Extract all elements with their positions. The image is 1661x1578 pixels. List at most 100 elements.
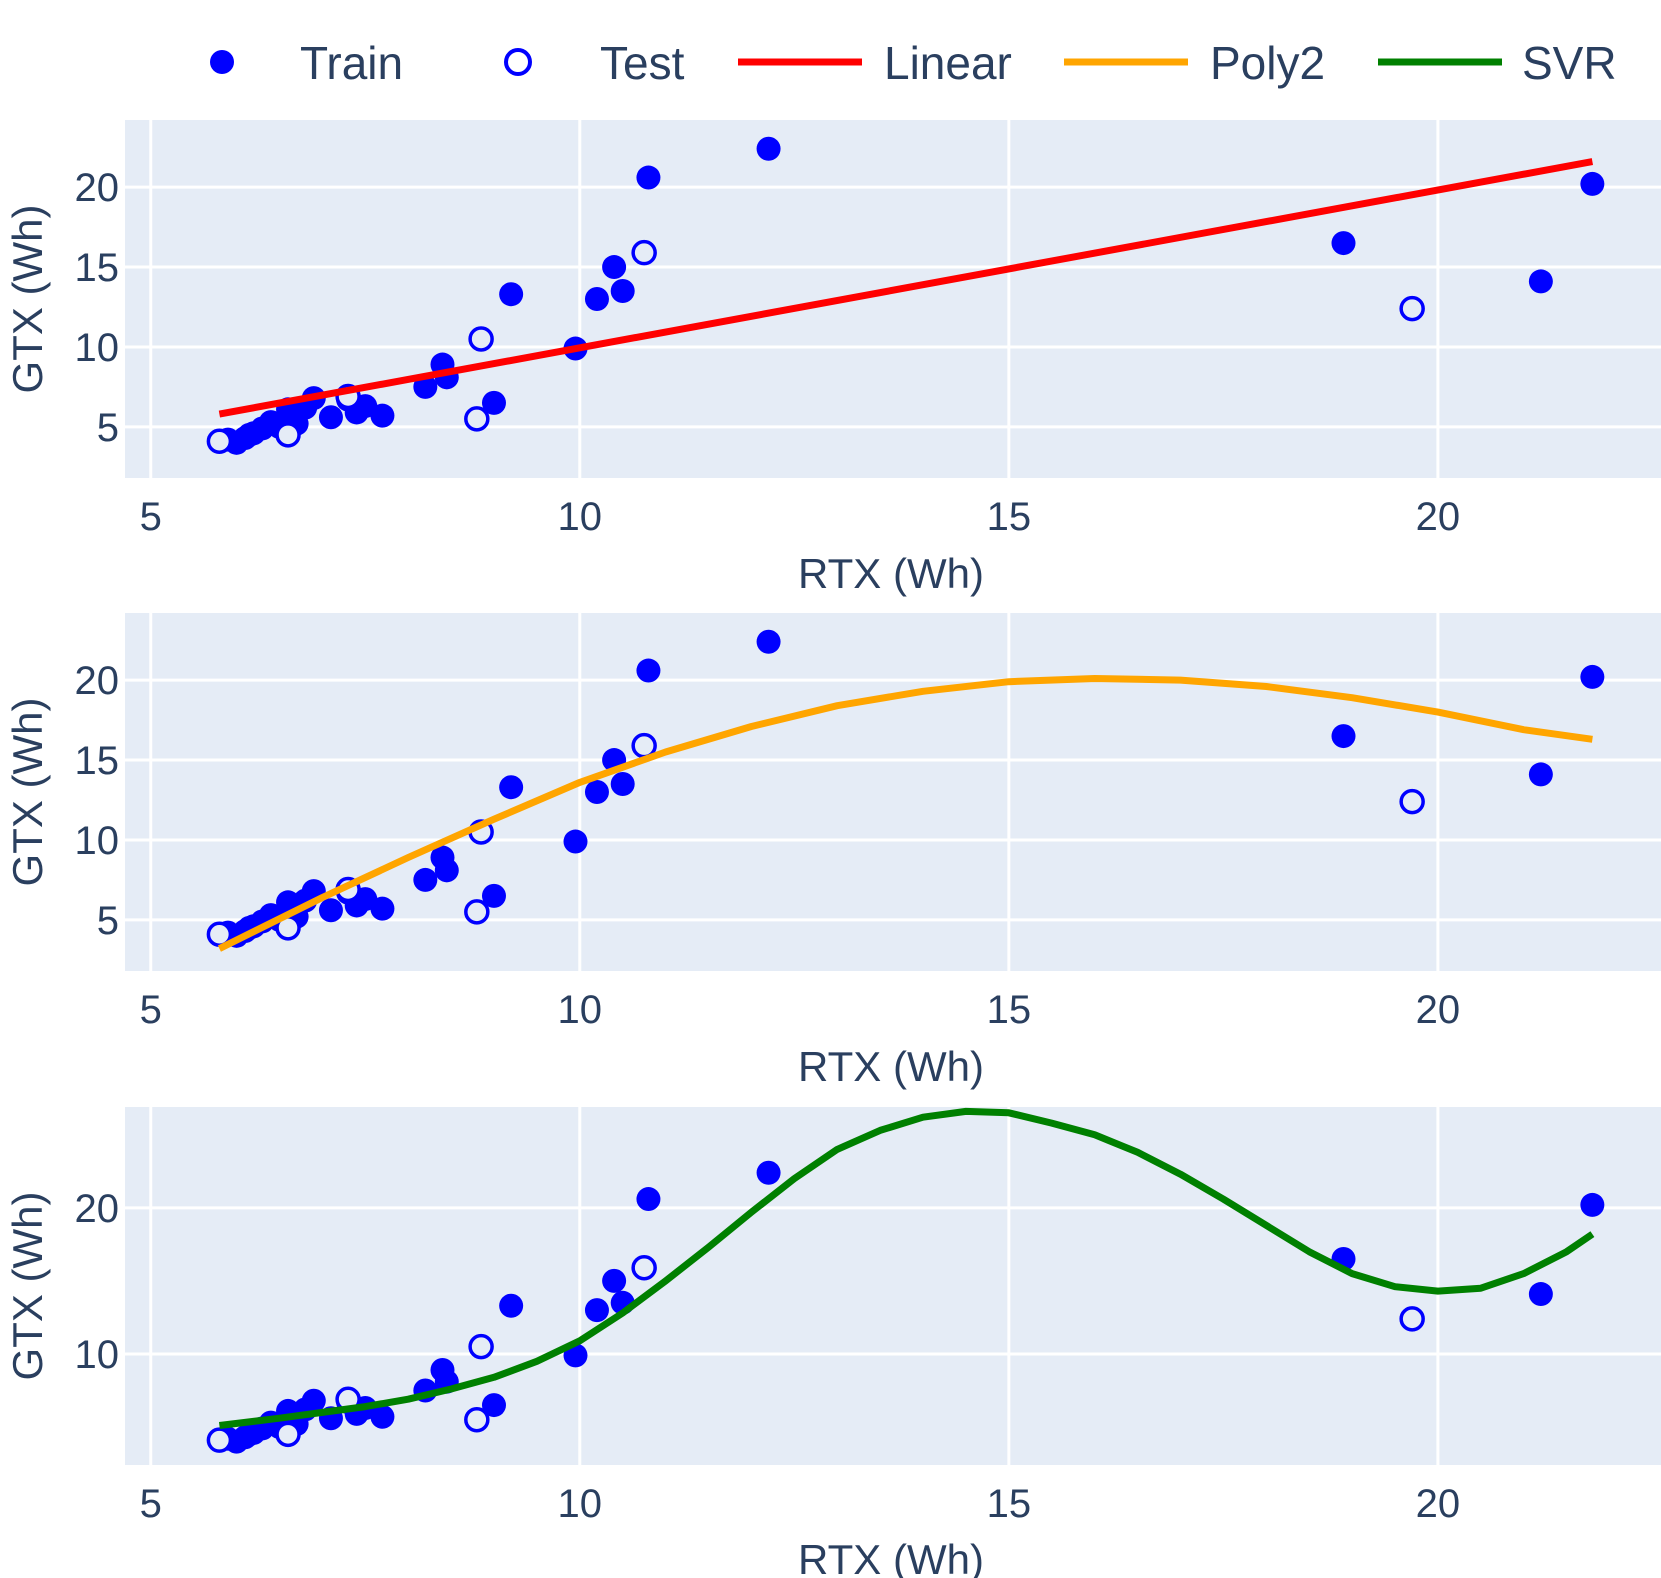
train-point	[1580, 664, 1605, 689]
x-axis-title: RTX (Wh)	[798, 1536, 984, 1578]
train-point	[636, 165, 661, 190]
panel-poly2: 5 10 15 20 5 10 15 20 RTX (Wh) GTX (Wh)	[4, 613, 1661, 1090]
x-tick-label: 10	[558, 988, 603, 1032]
data-layer	[206, 136, 1605, 455]
train-point	[434, 858, 459, 883]
legend-label: Linear	[884, 37, 1012, 89]
y-tick-label: 20	[75, 1187, 120, 1231]
x-tick-label: 20	[1416, 1482, 1461, 1526]
test-point	[464, 1406, 490, 1433]
train-point	[499, 1293, 524, 1318]
test-point	[631, 1254, 657, 1281]
x-axis-title: RTX (Wh)	[798, 1043, 984, 1090]
y-tick-label: 10	[75, 326, 120, 370]
train-point	[370, 1404, 395, 1429]
legend-label: Test	[600, 37, 685, 89]
test-point	[464, 899, 490, 925]
x-tick-label: 10	[558, 495, 603, 539]
test-point	[275, 1421, 301, 1448]
y-tick-label: 20	[75, 166, 120, 210]
legend-label: SVR	[1522, 37, 1617, 89]
x-tick-label: 5	[140, 495, 162, 539]
train-point	[1528, 269, 1553, 294]
legend: Train Test Linear Poly2 SVR	[210, 37, 1617, 89]
x-tick-label: 15	[987, 495, 1032, 539]
test-point	[631, 239, 657, 266]
y-axis-title: GTX (Wh)	[4, 698, 51, 887]
y-tick-label: 15	[75, 739, 120, 783]
y-tick-label: 10	[75, 819, 120, 863]
legend-test-marker	[504, 48, 532, 76]
test-point	[1399, 788, 1425, 815]
legend-train-marker	[210, 50, 234, 74]
test-point	[1399, 1306, 1425, 1332]
train-point	[602, 1268, 627, 1293]
legend-item-train: Train	[210, 37, 403, 89]
y-tick-label: 20	[75, 659, 120, 703]
legend-label: Poly2	[1210, 37, 1325, 89]
train-point	[1331, 724, 1356, 749]
poly2-fit-line	[217, 675, 1593, 952]
test-point	[206, 1427, 233, 1453]
train-point	[610, 772, 635, 797]
y-tick-label: 15	[75, 246, 120, 290]
test-point	[1399, 295, 1425, 322]
train-point	[481, 883, 506, 908]
train-point	[756, 1160, 781, 1185]
x-tick-label: 10	[558, 1482, 603, 1526]
legend-label: Train	[300, 37, 403, 89]
train-point	[756, 136, 781, 161]
train-point	[756, 629, 781, 654]
train-point	[1580, 1192, 1605, 1217]
legend-item-poly2: Poly2	[1064, 37, 1325, 89]
x-tick-label: 20	[1416, 988, 1461, 1032]
panel-svr: 5 10 15 20 10 20 RTX (Wh) GTX (Wh)	[4, 1107, 1661, 1578]
train-point	[1528, 762, 1553, 787]
train-point	[413, 867, 438, 892]
legend-item-svr: SVR	[1378, 37, 1617, 89]
svr-fit-line	[218, 1107, 1595, 1429]
y-axis-title: GTX (Wh)	[4, 205, 51, 394]
train-point	[370, 403, 395, 428]
legend-item-test: Test	[504, 37, 685, 89]
train-point	[584, 287, 609, 311]
y-tick-label: 5	[97, 406, 119, 450]
train-point	[584, 1298, 609, 1323]
legend-item-linear: Linear	[738, 37, 1012, 89]
train-point	[563, 829, 588, 854]
train-point	[499, 282, 524, 307]
y-tick-label: 5	[97, 899, 119, 943]
x-tick-label: 5	[140, 988, 162, 1032]
train-point	[481, 390, 506, 415]
panel-linear: 5 10 15 20 5 10 15 20 RTX (Wh) GTX (Wh)	[4, 120, 1661, 597]
train-point	[1331, 231, 1356, 256]
test-point	[206, 428, 233, 454]
train-point	[1528, 1282, 1553, 1307]
train-point	[370, 896, 395, 921]
train-point	[318, 898, 343, 923]
y-tick-label: 10	[75, 1333, 120, 1377]
test-point	[468, 326, 494, 352]
data-layer	[206, 1107, 1605, 1454]
train-point	[318, 405, 343, 430]
x-tick-label: 15	[987, 988, 1032, 1032]
x-tick-label: 20	[1416, 495, 1461, 539]
test-point	[468, 1333, 494, 1360]
x-axis-title: RTX (Wh)	[798, 550, 984, 597]
y-axis-title: GTX (Wh)	[4, 1192, 51, 1381]
train-point	[481, 1393, 506, 1418]
train-point	[602, 255, 627, 280]
train-point	[413, 374, 438, 399]
linear-fit-line	[218, 158, 1594, 418]
test-point	[275, 422, 301, 448]
x-tick-label: 5	[140, 1482, 162, 1526]
train-point	[1580, 171, 1605, 196]
data-layer	[206, 629, 1605, 952]
train-point	[584, 780, 609, 804]
train-point	[636, 1187, 661, 1212]
train-point	[499, 775, 524, 800]
train-point	[301, 1388, 326, 1413]
train-point	[636, 658, 661, 683]
x-tick-label: 15	[987, 1482, 1032, 1526]
